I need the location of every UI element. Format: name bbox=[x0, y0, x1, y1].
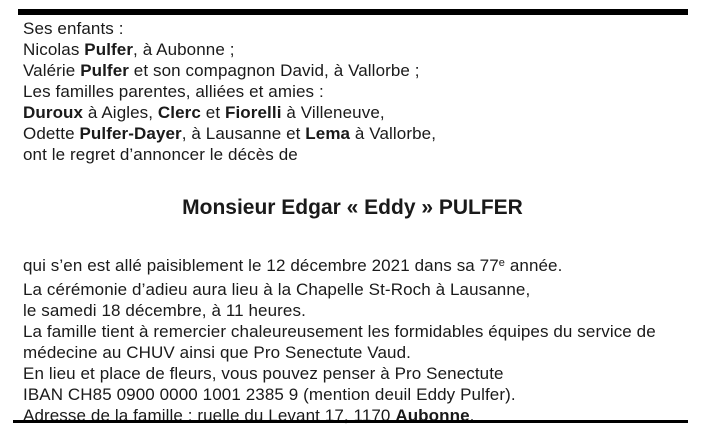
text-segment: Fiorelli bbox=[224, 103, 282, 122]
text-segment: ont le regret d’annoncer le décès de bbox=[23, 145, 298, 164]
text-segment: à Vallorbe, bbox=[350, 124, 437, 143]
text-line: ont le regret d’annoncer le décès de bbox=[23, 144, 697, 165]
text-segment: et son compagnon David, à Vallorbe ; bbox=[128, 61, 420, 80]
text-segment: le samedi 18 décembre, à 11 heures. bbox=[23, 301, 306, 320]
deceased-name-title: Monsieur Edgar « Eddy » PULFER bbox=[182, 196, 523, 219]
text-line: médecine au CHUV ainsi que Pro Senectute… bbox=[23, 342, 697, 363]
text-line: Valérie Pulfer et son compagnon David, à… bbox=[23, 60, 697, 81]
text-segment: En lieu et place de fleurs, vous pouvez … bbox=[23, 364, 504, 383]
text-segment: année. bbox=[505, 256, 563, 275]
text-segment: à Villeneuve, bbox=[281, 103, 385, 122]
text-segment: Pulfer-Dayer bbox=[79, 124, 182, 143]
text-segment: Pulfer bbox=[84, 40, 134, 59]
ceremony-details-paragraph: qui s’en est allé paisiblement le 12 déc… bbox=[23, 255, 697, 426]
text-line: Nicolas Pulfer, à Aubonne ; bbox=[23, 39, 697, 60]
text-segment: médecine au CHUV ainsi que Pro Senectute… bbox=[23, 343, 411, 362]
text-segment: La famille tient à remercier chaleureuse… bbox=[23, 322, 656, 341]
text-line: IBAN CH85 0900 0000 1001 2385 9 (mention… bbox=[23, 384, 697, 405]
text-segment: Duroux bbox=[23, 103, 84, 122]
text-segment: Lema bbox=[305, 124, 351, 143]
text-segment: à Aigles, bbox=[83, 103, 158, 122]
text-segment: Ses enfants : bbox=[23, 19, 124, 38]
text-segment: Nicolas bbox=[23, 40, 85, 59]
text-segment: , à Lausanne et bbox=[181, 124, 306, 143]
text-segment: Clerc bbox=[157, 103, 201, 122]
text-line: qui s’en est allé paisiblement le 12 déc… bbox=[23, 255, 697, 279]
text-segment: , à Aubonne ; bbox=[133, 40, 235, 59]
text-line: Duroux à Aigles, Clerc et Fiorelli à Vil… bbox=[23, 102, 697, 123]
text-segment: et bbox=[200, 103, 225, 122]
text-segment: Pulfer bbox=[80, 61, 129, 80]
text-line: Les familles parentes, alliées et amies … bbox=[23, 81, 697, 102]
bottom-rule bbox=[13, 420, 688, 423]
text-line: Ses enfants : bbox=[23, 18, 697, 39]
text-segment: . bbox=[469, 406, 475, 425]
text-segment: La cérémonie d’adieu aura lieu à la Chap… bbox=[23, 280, 531, 299]
text-line: Odette Pulfer-Dayer, à Lausanne et Lema … bbox=[23, 123, 697, 144]
top-rule bbox=[18, 9, 688, 15]
text-segment: qui s’en est allé paisiblement le 12 déc… bbox=[23, 256, 499, 275]
text-line: En lieu et place de fleurs, vous pouvez … bbox=[23, 363, 697, 384]
family-intro-paragraph: Ses enfants : Nicolas Pulfer, à Aubonne ;… bbox=[23, 18, 697, 165]
text-segment: Odette bbox=[23, 124, 80, 143]
text-line: La cérémonie d’adieu aura lieu à la Chap… bbox=[23, 279, 697, 300]
text-line: le samedi 18 décembre, à 11 heures. bbox=[23, 300, 697, 321]
text-line: La famille tient à remercier chaleureuse… bbox=[23, 321, 697, 342]
text-segment: Valérie bbox=[23, 61, 81, 80]
text-segment: e bbox=[498, 257, 506, 269]
text-segment: Les familles parentes, alliées et amies … bbox=[23, 82, 324, 101]
text-segment: IBAN CH85 0900 0000 1001 2385 9 (mention… bbox=[23, 385, 516, 404]
